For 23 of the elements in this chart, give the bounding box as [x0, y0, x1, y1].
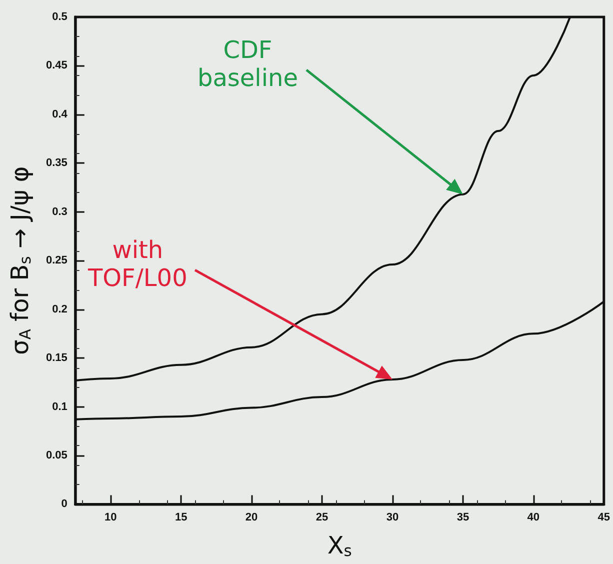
y-tick-label: 0.5 [52, 11, 68, 23]
x-axis-title: Xs [327, 532, 352, 560]
y-tick-label: 0.05 [46, 449, 68, 462]
y-tick-label: 0.3 [52, 206, 68, 218]
x-tick-label: 15 [174, 512, 188, 524]
x-tick-label: 45 [598, 512, 610, 524]
annotation: CDF baseline [197, 36, 298, 92]
y-tick-label: 0.2 [52, 303, 68, 316]
x-tick-label: 30 [386, 512, 399, 524]
x-tick-label: 10 [104, 512, 117, 524]
y-tick-label: 0.35 [46, 157, 68, 170]
y-tick-label: 0.4 [52, 108, 68, 120]
y-tick-label: 0.15 [46, 352, 68, 364]
y-tick-label: 0 [61, 498, 68, 510]
y-axis-title: σA for Bs → J/ψ φ [6, 166, 34, 355]
y-tick-label: 0.25 [46, 254, 68, 267]
x-tick-label: 35 [456, 512, 470, 524]
x-tick-label: 25 [316, 512, 328, 524]
x-tick-label: 20 [245, 512, 258, 524]
y-tick-label: 0.1 [52, 400, 68, 413]
annotation: with TOF/L00 [88, 236, 188, 292]
y-tick-label: 0.45 [46, 60, 68, 72]
x-tick-label: 40 [527, 512, 540, 524]
